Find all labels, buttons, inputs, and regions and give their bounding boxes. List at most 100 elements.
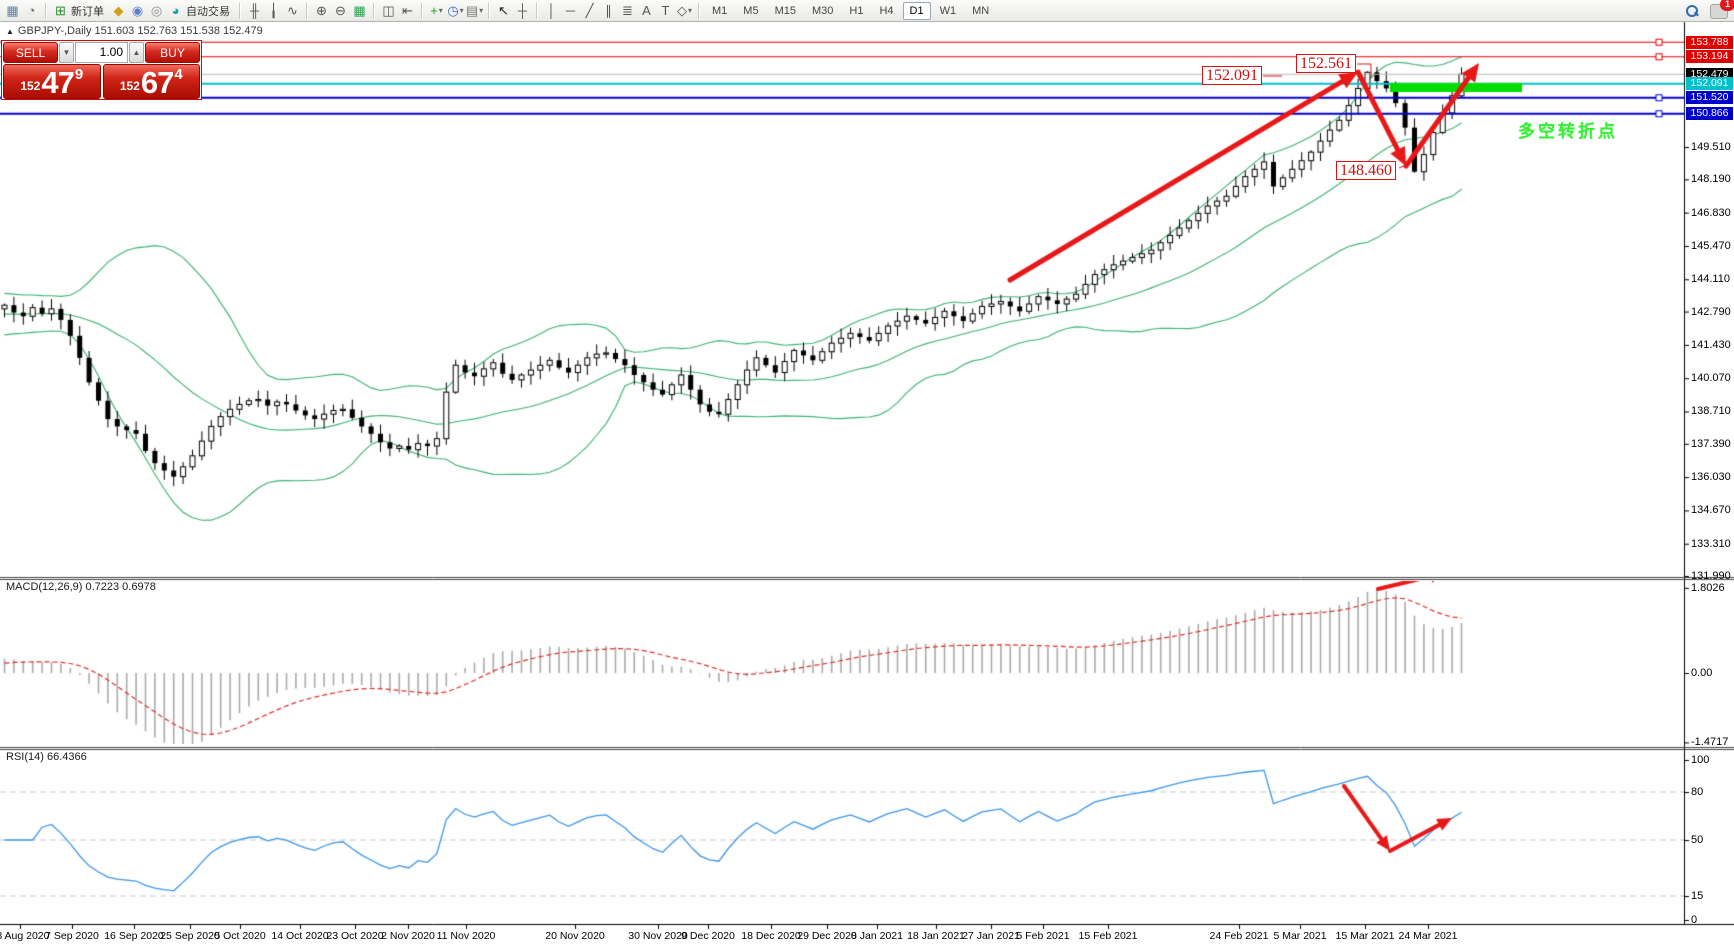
candles-chart-icon[interactable]: ╽ bbox=[269, 2, 278, 18]
autotrade-icon[interactable]: ◕ bbox=[171, 3, 180, 18]
history-center-icon[interactable]: ◆ bbox=[113, 2, 124, 18]
date-axis-label: 30 Nov 2020 bbox=[628, 930, 688, 942]
chart-window-icon[interactable]: ▦ bbox=[6, 2, 19, 18]
periods-icon[interactable]: ◷ ▾ bbox=[447, 2, 464, 18]
horizontal-line-icon[interactable]: ─ bbox=[565, 3, 576, 18]
new-order-icon[interactable]: ⊞ bbox=[55, 2, 66, 18]
timeframe-d1[interactable]: D1 bbox=[902, 1, 931, 20]
buy-price-display[interactable]: 152 67 4 bbox=[102, 64, 200, 99]
chevron-down-icon[interactable]: ▾ bbox=[479, 6, 484, 15]
toolbar-separator bbox=[306, 2, 308, 19]
annotation-price-label[interactable]: 148.460 bbox=[1336, 161, 1396, 180]
date-axis-label: 9 Dec 2020 bbox=[681, 930, 735, 942]
bars-chart-icon[interactable]: ╫ bbox=[249, 3, 260, 18]
toolbar-separator bbox=[536, 2, 538, 19]
price-axis-tick: 142.790 bbox=[1691, 305, 1731, 318]
macd-axis-tick: -1.4717 bbox=[1691, 736, 1729, 749]
notifications-icon[interactable]: 1 bbox=[1709, 0, 1734, 20]
sell-button[interactable]: SELL bbox=[3, 42, 58, 63]
toolbar-separator bbox=[698, 2, 700, 19]
macd-axis-tick: 1.8026 bbox=[1691, 581, 1725, 594]
rsi-axis-tick: 50 bbox=[1691, 834, 1704, 846]
price-axis-tick: 133.310 bbox=[1691, 537, 1731, 550]
search-icon[interactable] bbox=[1682, 2, 1701, 20]
price-tag: 151.520 bbox=[1686, 91, 1733, 105]
rsi-axis-tick: 80 bbox=[1691, 786, 1704, 798]
trendline-icon[interactable]: ╱ bbox=[585, 2, 594, 18]
collapse-icon[interactable]: ▲ bbox=[6, 27, 14, 36]
price-axis-tick: 136.030 bbox=[1691, 471, 1731, 484]
timeframe-m1[interactable]: M1 bbox=[712, 4, 728, 17]
auto-arrange-icon[interactable]: ◫ bbox=[382, 2, 395, 18]
zoom-out-icon[interactable]: ⊖ bbox=[335, 2, 346, 18]
volume-down-button[interactable]: ▼ bbox=[59, 42, 74, 63]
price-axis-tick: 145.470 bbox=[1691, 239, 1731, 252]
price-tag: 150.866 bbox=[1686, 107, 1733, 121]
date-axis-label: 15 Mar 2021 bbox=[1335, 930, 1395, 942]
price-axis-tick: 137.390 bbox=[1691, 437, 1731, 450]
toolbar-separator bbox=[239, 2, 241, 19]
date-axis-label: 29 Dec 2020 bbox=[797, 930, 857, 942]
volume-input[interactable]: 1.00 bbox=[75, 42, 128, 63]
label-icon[interactable]: T bbox=[661, 3, 670, 18]
chevron-down-icon[interactable]: ▾ bbox=[438, 6, 443, 15]
price-tag: 153.194 bbox=[1686, 50, 1733, 64]
templates-icon[interactable]: ▤ ▾ bbox=[465, 2, 484, 18]
price-axis-tick: 131.990 bbox=[1691, 570, 1731, 583]
macd-axis-tick: 0.00 bbox=[1691, 667, 1713, 679]
date-axis-label: 28 Aug 2020 bbox=[0, 930, 50, 942]
timeframe-group: M1 M5 M15 M30 H1 H4 D1 W1 MN bbox=[704, 1, 997, 20]
price-tag: 153.788 bbox=[1686, 35, 1733, 49]
indicators-icon[interactable]: + ▾ bbox=[430, 3, 443, 18]
toolbar-separator bbox=[373, 2, 375, 19]
timeframe-m5[interactable]: M5 bbox=[743, 4, 759, 17]
rsi-axis-tick: 0 bbox=[1691, 914, 1698, 926]
macd-label: MACD(12,26,9) 0.7223 0.6978 bbox=[6, 581, 156, 593]
price-axis-tick: 138.710 bbox=[1691, 405, 1731, 418]
market-watch-icon[interactable]: ◔ bbox=[27, 3, 36, 18]
date-axis-label: 5 Mar 2021 bbox=[1273, 930, 1327, 942]
sell-price-display[interactable]: 152 47 9 bbox=[3, 64, 101, 99]
price-axis-tick: 144.110 bbox=[1691, 273, 1730, 286]
date-axis-label: 7 Sep 2020 bbox=[45, 930, 99, 942]
date-axis-label: 18 Dec 2020 bbox=[741, 930, 801, 942]
shapes-icon[interactable]: ◇ ▾ bbox=[676, 2, 692, 18]
cursor-icon[interactable]: ↖ bbox=[498, 2, 509, 18]
annotation-note[interactable]: 多空转折点 bbox=[1518, 122, 1618, 141]
timeframe-w1[interactable]: W1 bbox=[939, 4, 957, 17]
chevron-down-icon[interactable]: ▾ bbox=[459, 6, 464, 15]
rsi-axis-tick: 15 bbox=[1691, 890, 1704, 902]
annotation-price-label[interactable]: 152.561 bbox=[1296, 54, 1356, 73]
line-chart-icon[interactable]: ∿ bbox=[287, 2, 298, 18]
new-order-label[interactable]: 新订单 bbox=[71, 5, 104, 18]
profile-icon[interactable]: ◉ bbox=[131, 2, 144, 18]
zoom-in-icon[interactable]: ⊕ bbox=[316, 2, 327, 18]
timeframe-mn[interactable]: MN bbox=[972, 4, 990, 17]
timeframe-m30[interactable]: M30 bbox=[811, 4, 834, 17]
text-icon[interactable]: A bbox=[642, 3, 651, 18]
timeframe-h4[interactable]: H4 bbox=[879, 4, 894, 17]
toolbar-separator bbox=[421, 2, 423, 19]
chart-shift-icon[interactable]: ⇤ bbox=[402, 2, 413, 18]
tile-windows-icon[interactable]: ▦ bbox=[353, 2, 366, 18]
timeframe-m15[interactable]: M15 bbox=[774, 4, 796, 17]
channel-icon[interactable]: ∥ bbox=[605, 2, 612, 18]
buy-button[interactable]: BUY bbox=[145, 42, 200, 63]
fibonacci-icon[interactable]: ≣ bbox=[622, 2, 633, 18]
crosshair-icon[interactable]: ┼ bbox=[517, 3, 528, 18]
volume-up-button[interactable]: ▲ bbox=[129, 42, 144, 63]
chevron-down-icon[interactable]: ▾ bbox=[687, 6, 692, 15]
chart-title: GBPJPY-,Daily 151.603 152.763 151.538 15… bbox=[17, 25, 263, 37]
date-axis-label: 25 Sep 2020 bbox=[160, 930, 220, 942]
signal-icon[interactable]: ◎ bbox=[150, 2, 163, 18]
date-axis-label: 20 Nov 2020 bbox=[545, 930, 605, 942]
toolbar-separator bbox=[488, 2, 490, 19]
price-axis-tick: 146.830 bbox=[1691, 206, 1731, 219]
rsi-label: RSI(14) 66.4366 bbox=[6, 751, 87, 763]
vertical-line-icon[interactable]: │ bbox=[547, 3, 556, 18]
timeframe-h1[interactable]: H1 bbox=[849, 4, 864, 17]
chart-header[interactable]: ▲ GBPJPY-,Daily 151.603 152.763 151.538 1… bbox=[6, 25, 263, 37]
annotation-price-label[interactable]: 152.091 bbox=[1202, 66, 1262, 85]
autotrade-label[interactable]: 自动交易 bbox=[186, 5, 230, 18]
